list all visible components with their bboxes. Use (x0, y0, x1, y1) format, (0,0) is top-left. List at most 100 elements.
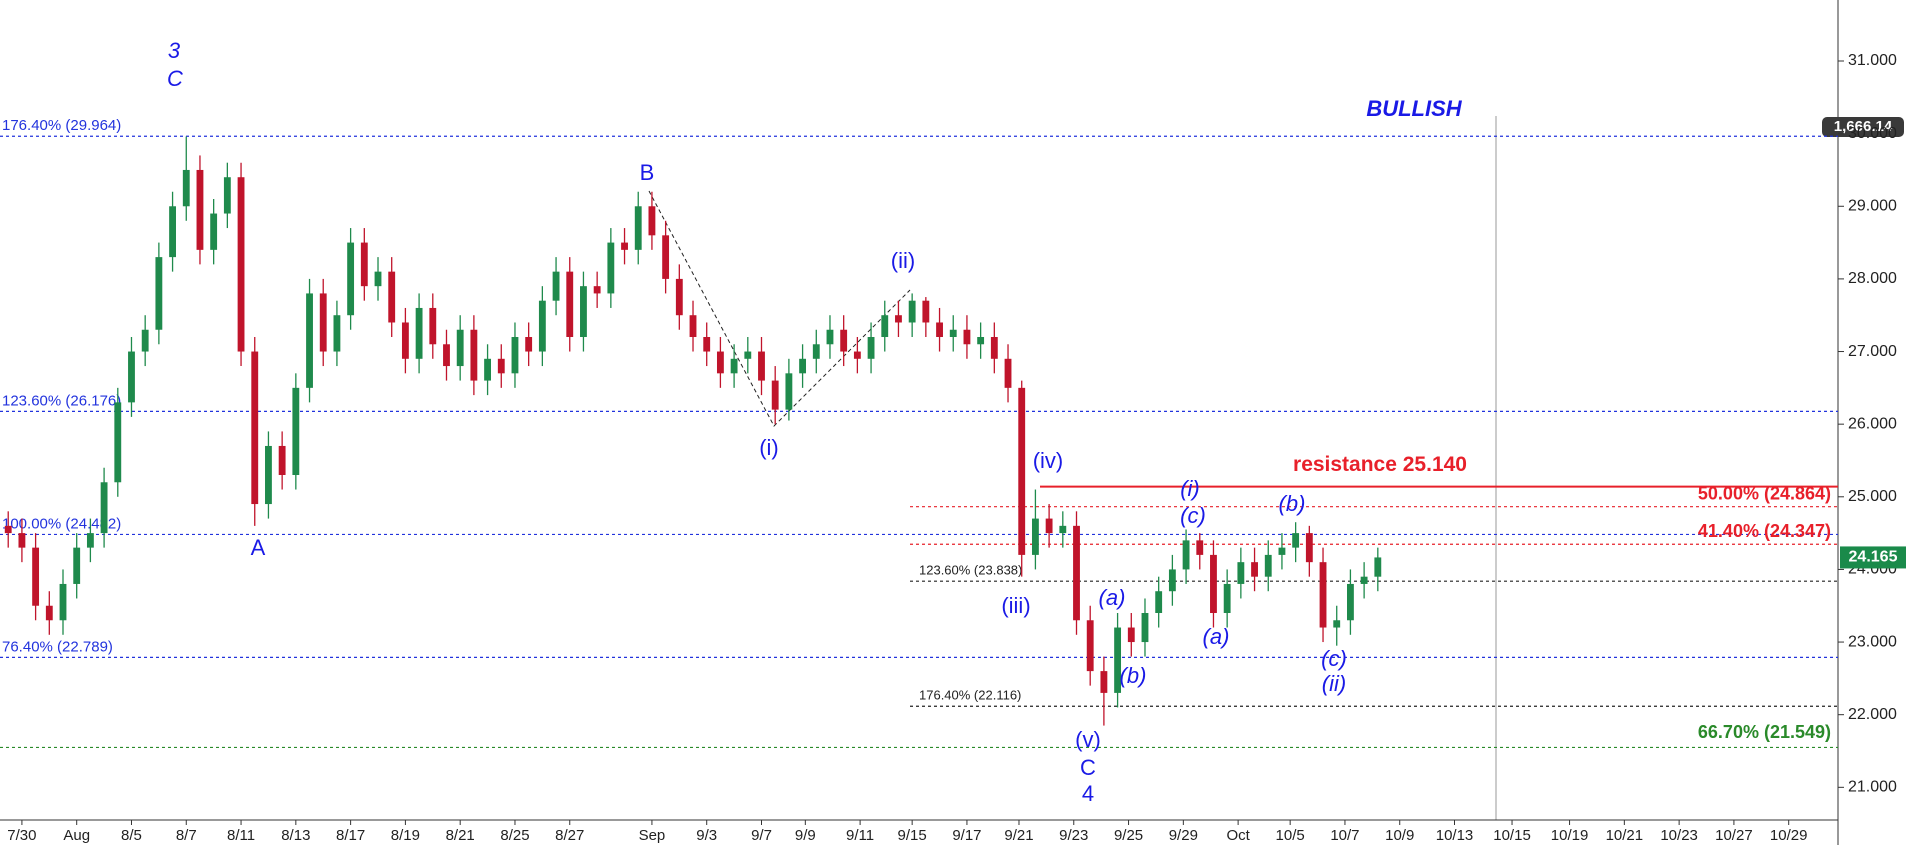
candle-body (333, 315, 341, 352)
level-label: 176.40% (29.964) (2, 117, 121, 134)
candle-body (662, 235, 670, 279)
candle-body (470, 329, 478, 381)
x-tick-label: 9/25 (1114, 827, 1143, 844)
y-tick-label: 29.000 (1848, 197, 1897, 214)
candle-body (319, 293, 327, 352)
candle-body (1031, 518, 1039, 555)
candle-body (141, 329, 149, 352)
candle-body (32, 547, 40, 606)
x-tick-label: 9/3 (696, 827, 717, 844)
candle-body (949, 329, 957, 338)
candle-body (977, 337, 985, 345)
candle-body (826, 329, 834, 345)
x-tick-label: 8/21 (446, 827, 475, 844)
wave-label: (a) (1203, 624, 1230, 649)
x-tick-label: 9/21 (1004, 827, 1033, 844)
candle-body (265, 445, 272, 505)
secondary-price-tag (1822, 117, 1904, 137)
candle-body (511, 337, 519, 374)
y-tick-label: 31.000 (1848, 52, 1897, 69)
candle-body (251, 351, 259, 505)
candle-body (114, 402, 122, 483)
candle-body (1360, 576, 1368, 584)
x-tick-label: 10/21 (1606, 827, 1644, 844)
candle-body (210, 213, 218, 250)
candle-body (1305, 533, 1313, 563)
wave-label: (i) (759, 435, 779, 460)
level-label: 66.70% (21.549) (1698, 722, 1831, 742)
candle-body (1264, 554, 1272, 577)
wave-label: C (167, 66, 183, 91)
x-tick-label: 8/19 (391, 827, 420, 844)
level-label: 123.60% (26.176) (2, 392, 121, 409)
candle-body (593, 286, 601, 294)
candle-body (484, 358, 492, 381)
x-tick-label: 10/15 (1493, 827, 1531, 844)
candle-body (1155, 591, 1163, 614)
wave-label: BULLISH (1366, 96, 1462, 121)
x-tick-label: 10/9 (1385, 827, 1414, 844)
candle-body (1114, 627, 1122, 693)
x-tick-label: 10/7 (1330, 827, 1359, 844)
x-tick-label: 8/11 (227, 827, 255, 844)
candle-body (1141, 613, 1149, 643)
candle-body (1182, 540, 1190, 570)
x-tick-label: Aug (63, 827, 90, 844)
wave-label: (c) (1180, 503, 1206, 528)
candle-body (936, 322, 943, 338)
level-label: 100.00% (24.482) (2, 515, 121, 532)
wave-connector (648, 190, 911, 427)
candle-body (566, 271, 574, 338)
candle-body (675, 278, 683, 316)
candle-body (744, 351, 752, 359)
candle-body (292, 387, 300, 476)
candle-body (1004, 358, 1012, 388)
last-price-tag (1840, 546, 1906, 569)
candle-body (1223, 583, 1231, 614)
candle-body (1292, 533, 1300, 548)
level-label: 50.00% (24.864) (1698, 483, 1831, 503)
candle-body (1346, 583, 1354, 621)
wave-label: (a) (1099, 585, 1126, 610)
level-label: 176.40% (22.116) (919, 688, 1021, 703)
candle-body (716, 351, 724, 374)
x-tick-label: 8/27 (555, 827, 584, 844)
candle-body (799, 358, 807, 374)
candle-body (525, 337, 533, 352)
candle-body (552, 271, 560, 301)
x-tick-label: 10/13 (1436, 827, 1474, 844)
x-tick-label: 9/7 (751, 827, 772, 844)
candle-body (758, 351, 765, 381)
candle-body (347, 242, 355, 316)
candle-body (1073, 525, 1080, 621)
x-tick-label: 10/27 (1715, 827, 1753, 844)
x-tick-label: 8/7 (176, 827, 197, 844)
x-tick-label: 9/11 (846, 827, 874, 844)
candle-body (4, 525, 12, 534)
wave-label: (iii) (1001, 593, 1030, 618)
candle-body (648, 206, 656, 236)
candle-body (1319, 562, 1327, 628)
x-tick-label: 10/29 (1770, 827, 1808, 844)
candle-body (1018, 387, 1026, 555)
candle-body (155, 257, 163, 330)
x-tick-label: 10/5 (1276, 827, 1305, 844)
candle-body (703, 337, 711, 352)
wave-label: 3 (168, 38, 181, 63)
candle-body (538, 300, 546, 352)
candle-body (881, 315, 889, 338)
candle-body (374, 271, 382, 287)
candle-body (1127, 627, 1135, 643)
x-tick-label: 10/23 (1660, 827, 1698, 844)
candle-body (415, 307, 423, 359)
wave-label: B (640, 160, 655, 185)
candle-body (771, 380, 779, 410)
y-tick-label: 25.000 (1848, 488, 1897, 505)
candle-body (867, 337, 875, 359)
x-tick-label: Sep (639, 827, 666, 844)
candle-body (73, 547, 81, 584)
secondary-price-label: 1,666.14 (1834, 118, 1893, 135)
candle-body (1100, 671, 1108, 693)
